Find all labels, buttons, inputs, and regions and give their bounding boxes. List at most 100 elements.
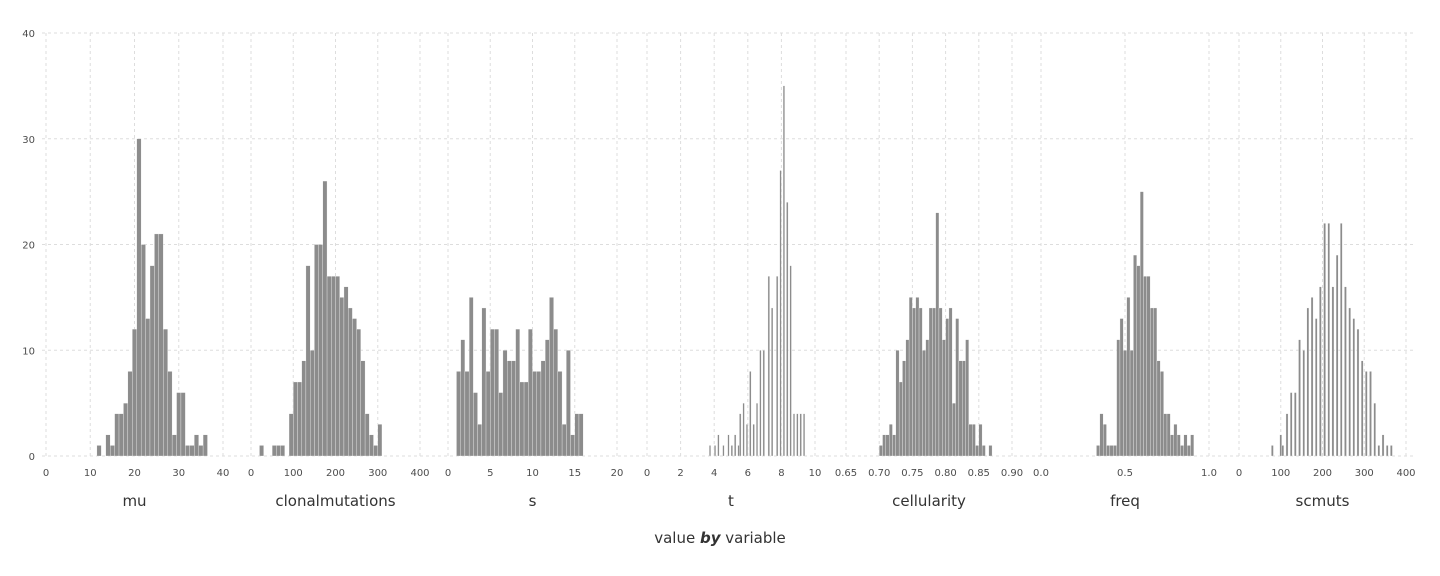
histogram-bar (938, 307, 943, 457)
facet-s: 0 5 10 15 20 s (445, 33, 624, 510)
histogram-bar (889, 424, 893, 457)
x-tick-label: 1.0 (1201, 468, 1217, 479)
histogram-bar (297, 381, 302, 457)
x-tick-label: 100 (284, 468, 303, 479)
x-tick-label: 10 (526, 468, 539, 479)
x-tick-label: 200 (326, 468, 345, 479)
histogram-bar (1160, 371, 1164, 457)
histogram-bar (968, 424, 973, 457)
histogram-bar (882, 434, 886, 457)
histogram-bar (528, 328, 533, 457)
histogram-bar (536, 371, 542, 457)
histogram-bar (879, 445, 883, 457)
histogram-bar (506, 360, 512, 457)
histogram-bar (1116, 339, 1121, 457)
histogram-bar (377, 424, 383, 457)
facet-label: freq (1110, 492, 1140, 510)
histogram-bar (722, 445, 725, 457)
histogram-bar (288, 413, 294, 457)
x-tick-label: 20 (611, 468, 624, 479)
x-tick-label: 400 (410, 468, 429, 479)
histogram-bar (1306, 307, 1310, 457)
grid-lines (42, 32, 1413, 457)
histogram-bar (948, 307, 953, 457)
histogram-bar (1390, 445, 1393, 457)
caption-prefix: value (654, 529, 700, 547)
x-tick-label: 0 (43, 468, 49, 479)
histogram-bar (566, 350, 571, 457)
histogram-bar (271, 445, 277, 457)
histogram-bar (756, 402, 759, 457)
histogram-bar (259, 445, 264, 457)
histogram-bar (745, 424, 748, 457)
histogram-bar (198, 445, 204, 457)
x-tick-label: 0.5 (1117, 468, 1133, 479)
histogram-bar (972, 424, 976, 457)
histogram-bar (925, 339, 930, 457)
histogram-bar (727, 434, 730, 457)
histogram-bar (1103, 424, 1107, 457)
histogram-bar (771, 307, 774, 457)
histogram-bar (545, 339, 550, 457)
histogram-bar (1331, 286, 1335, 457)
histogram-bar (945, 318, 950, 457)
histogram-bar (280, 445, 285, 457)
histogram-bar (96, 445, 102, 457)
x-tick-label: 0.70 (868, 468, 890, 479)
facet-cellularity: 0.65 0.70 0.75 0.80 0.85 0.90 cellularity (835, 33, 1023, 510)
histogram-bar (314, 244, 319, 457)
histogram-bar (356, 328, 361, 457)
histogram-bar (734, 434, 737, 457)
histogram-bar (1271, 445, 1274, 457)
histogram-bar (739, 413, 742, 457)
histogram-bar (490, 328, 495, 457)
histogram-bar (1119, 318, 1124, 457)
histogram-bar (786, 202, 789, 457)
histogram-bar (749, 371, 752, 457)
x-tick-label: 15 (568, 468, 581, 479)
histogram-bar (171, 434, 177, 457)
facet-label: clonalmutations (275, 492, 395, 510)
x-tick-label: 0.90 (1001, 468, 1023, 479)
histogram-bar (158, 233, 164, 457)
histogram-bar (118, 413, 124, 457)
histogram-bar (1136, 265, 1141, 457)
histogram-bar (776, 276, 779, 457)
x-tick-label: 0 (248, 468, 254, 479)
histogram-bar (293, 381, 298, 457)
x-tick-label: 300 (1355, 468, 1374, 479)
histogram-bar (561, 424, 567, 457)
histogram-bar (1285, 413, 1289, 457)
x-tick-label: 10 (809, 468, 822, 479)
histogram-bar (1335, 254, 1339, 457)
histogram-bar (799, 413, 802, 457)
histogram-bar (885, 434, 890, 457)
histogram-bar (932, 307, 936, 457)
histogram-bar (1294, 392, 1297, 457)
histogram-bar (1106, 445, 1111, 457)
histogram-bar (1183, 434, 1188, 457)
histogram-bar (1153, 307, 1158, 457)
x-tick-label: 30 (172, 468, 185, 479)
histogram-bar (132, 328, 137, 457)
chart-caption: value by variable (654, 529, 786, 547)
histogram-bar (1150, 307, 1154, 457)
histogram-bar (796, 413, 799, 457)
x-tick-label: 0.80 (934, 468, 956, 479)
facet-t: 0 2 4 6 8 10 t (644, 33, 822, 510)
histogram-bar (136, 138, 142, 457)
facet-label: mu (122, 492, 146, 510)
histogram-bar (194, 434, 199, 457)
histogram-bar (1109, 445, 1114, 457)
histogram-bar (1133, 254, 1137, 457)
x-tick-label: 0.65 (835, 468, 857, 479)
histogram-bar (1381, 434, 1385, 457)
histogram-bar (276, 445, 281, 457)
histogram-bar (364, 413, 370, 457)
histogram-bar (189, 445, 195, 457)
histogram-bar (154, 233, 159, 457)
histogram-bar (1377, 445, 1381, 457)
histogram-bar (905, 339, 910, 457)
histogram-bar (1360, 360, 1364, 457)
